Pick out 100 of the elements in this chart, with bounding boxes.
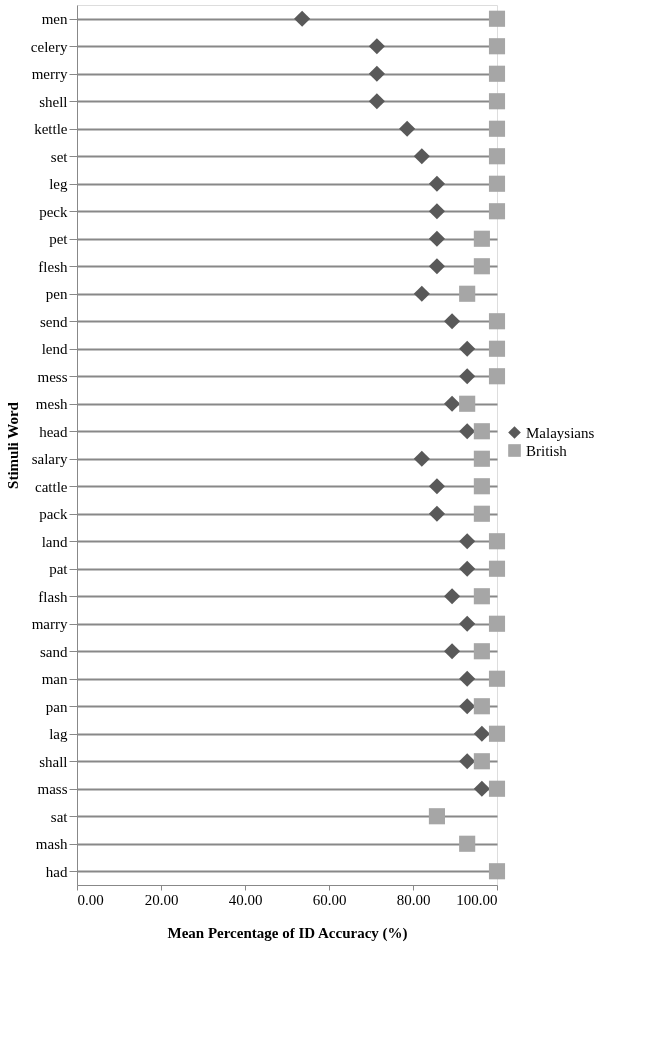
point bbox=[428, 175, 445, 192]
x-tick-label: 0.00 bbox=[77, 891, 104, 908]
y-tick-label: salary bbox=[31, 451, 68, 468]
point bbox=[488, 120, 506, 137]
point bbox=[459, 670, 476, 687]
point bbox=[488, 725, 506, 742]
point bbox=[459, 615, 476, 632]
point bbox=[368, 93, 385, 110]
y-tick-label: mash bbox=[35, 836, 68, 853]
y-tick-label: mass bbox=[37, 781, 68, 798]
point bbox=[488, 615, 506, 632]
y-tick-label: man bbox=[41, 671, 68, 688]
y-tick-label: mesh bbox=[35, 396, 68, 413]
point bbox=[459, 560, 476, 577]
point bbox=[473, 780, 490, 797]
point bbox=[488, 670, 506, 687]
y-tick-label: flesh bbox=[38, 258, 68, 275]
y-tick-label: kettle bbox=[34, 121, 68, 138]
y-tick-label: send bbox=[40, 313, 68, 330]
y-tick-label: sat bbox=[50, 808, 69, 825]
point bbox=[473, 588, 490, 605]
y-tick-label: lag bbox=[49, 726, 68, 743]
point bbox=[488, 368, 506, 385]
point bbox=[368, 65, 385, 82]
point bbox=[428, 808, 445, 825]
point bbox=[488, 38, 506, 55]
point bbox=[473, 643, 490, 660]
y-tick-label: had bbox=[45, 863, 68, 880]
point bbox=[488, 203, 506, 220]
point bbox=[488, 65, 506, 82]
y-tick-label: peck bbox=[39, 203, 68, 220]
y-tick-label: celery bbox=[30, 38, 68, 55]
point bbox=[473, 505, 490, 522]
point bbox=[428, 478, 445, 495]
point bbox=[488, 10, 506, 27]
point bbox=[444, 395, 461, 412]
point bbox=[444, 643, 461, 660]
point bbox=[428, 203, 445, 220]
y-tick-label: pet bbox=[49, 231, 69, 248]
y-tick-label: pen bbox=[45, 286, 68, 303]
point bbox=[428, 230, 445, 247]
y-tick-label: flash bbox=[38, 588, 68, 605]
point bbox=[488, 560, 506, 577]
point bbox=[488, 148, 506, 165]
y-tick-label: land bbox=[41, 533, 68, 550]
legend-label: Malaysians bbox=[526, 424, 595, 441]
point bbox=[473, 725, 490, 742]
point bbox=[459, 340, 476, 357]
x-tick-label: 100.00 bbox=[456, 891, 498, 908]
y-tick-label: leg bbox=[49, 176, 68, 193]
y-tick-label: pat bbox=[49, 561, 69, 578]
y-tick-label: merry bbox=[31, 66, 68, 83]
y-tick-label: pack bbox=[39, 506, 68, 523]
point bbox=[488, 863, 506, 880]
y-axis-title: Stimuli Word bbox=[4, 401, 21, 489]
legend-label: British bbox=[526, 442, 568, 459]
point bbox=[459, 753, 476, 770]
point bbox=[413, 285, 430, 302]
point bbox=[444, 313, 461, 330]
point bbox=[488, 533, 506, 550]
point bbox=[459, 285, 476, 302]
y-tick-label: shall bbox=[39, 753, 68, 770]
point bbox=[413, 148, 430, 165]
point bbox=[428, 258, 445, 275]
point bbox=[473, 230, 490, 247]
point bbox=[473, 423, 490, 440]
point bbox=[444, 588, 461, 605]
y-tick-label: pan bbox=[45, 698, 68, 715]
y-tick-label: sand bbox=[40, 643, 68, 660]
point bbox=[459, 368, 476, 385]
x-tick-label: 60.00 bbox=[312, 891, 347, 908]
point bbox=[459, 395, 476, 412]
y-tick-label: head bbox=[39, 423, 68, 440]
point bbox=[488, 313, 506, 330]
point bbox=[473, 753, 490, 770]
point bbox=[413, 450, 430, 467]
point bbox=[294, 10, 311, 27]
x-axis-title: Mean Percentage of ID Accuracy (%) bbox=[167, 924, 408, 942]
point bbox=[459, 835, 476, 852]
x-tick-label: 20.00 bbox=[144, 891, 179, 908]
y-tick-label: shell bbox=[39, 93, 68, 110]
point bbox=[488, 93, 506, 110]
point bbox=[399, 120, 416, 137]
y-tick-label: mess bbox=[37, 368, 68, 385]
point bbox=[428, 505, 445, 522]
x-tick-label: 80.00 bbox=[396, 891, 431, 908]
point bbox=[488, 780, 506, 797]
y-tick-label: lend bbox=[41, 341, 68, 358]
point bbox=[488, 340, 506, 357]
point bbox=[473, 698, 490, 715]
point bbox=[368, 38, 385, 55]
point bbox=[473, 478, 490, 495]
point bbox=[459, 423, 476, 440]
y-tick-label: marry bbox=[31, 616, 68, 633]
point bbox=[459, 533, 476, 550]
point bbox=[473, 258, 490, 275]
y-tick-label: men bbox=[41, 11, 68, 28]
point bbox=[473, 450, 490, 467]
point bbox=[488, 175, 506, 192]
x-tick-label: 40.00 bbox=[228, 891, 263, 908]
